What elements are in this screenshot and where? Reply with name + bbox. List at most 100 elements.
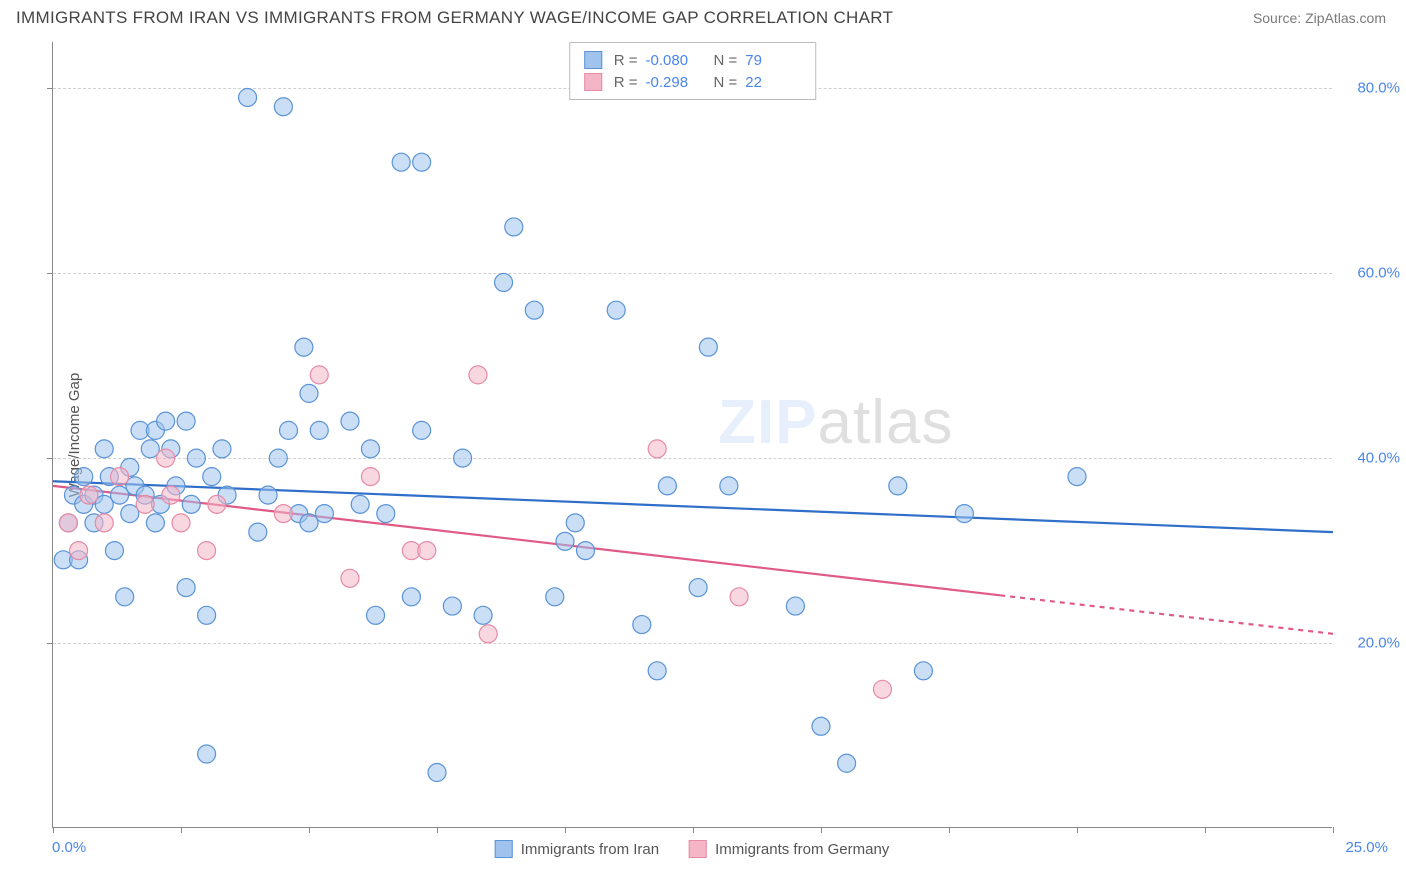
stats-legend: R = -0.080 N = 79 R = -0.298 N = 22 [569,42,817,100]
data-point-iran [280,421,298,439]
data-point-iran [474,606,492,624]
n-value-germany: 22 [745,74,801,91]
data-point-iran [428,764,446,782]
data-point-iran [556,532,574,550]
data-point-iran [198,745,216,763]
swatch-germany-icon [584,73,602,91]
data-point-germany [157,449,175,467]
data-point-iran [310,421,328,439]
data-point-germany [208,495,226,513]
data-point-germany [479,625,497,643]
data-point-iran [648,662,666,680]
swatch-germany-icon [689,840,707,858]
legend-item-iran: Immigrants from Iran [495,840,659,858]
data-point-iran [914,662,932,680]
data-point-iran [392,153,410,171]
data-point-iran [689,579,707,597]
data-point-iran [274,98,292,116]
r-value-iran: -0.080 [646,52,702,69]
data-point-iran [838,754,856,772]
data-point-germany [59,514,77,532]
data-point-iran [658,477,676,495]
x-axis-max-label: 25.0% [1345,839,1388,856]
data-point-iran [720,477,738,495]
stats-row-iran: R = -0.080 N = 79 [584,49,802,71]
data-point-iran [546,588,564,606]
data-point-iran [525,301,543,319]
data-point-iran [955,505,973,523]
chart-container: Wage/Income Gap ZIPatlas R = -0.080 N = … [52,42,1332,828]
data-point-iran [269,449,287,467]
data-point-iran [146,514,164,532]
data-point-iran [812,717,830,735]
data-point-iran [95,440,113,458]
data-point-iran [300,384,318,402]
data-point-iran [259,486,277,504]
x-axis-min-label: 0.0% [52,839,86,856]
data-point-iran [198,606,216,624]
plot-area: ZIPatlas R = -0.080 N = 79 R = -0.298 N … [52,42,1332,828]
data-point-iran [203,468,221,486]
data-point-iran [116,588,134,606]
data-point-iran [454,449,472,467]
data-point-iran [367,606,385,624]
legend-label-iran: Immigrants from Iran [521,841,659,858]
data-point-iran [361,440,379,458]
r-value-germany: -0.298 [646,74,702,91]
data-point-germany [873,680,891,698]
data-point-germany [136,495,154,513]
chart-title: IMMIGRANTS FROM IRAN VS IMMIGRANTS FROM … [16,8,893,28]
data-point-germany [469,366,487,384]
data-point-iran [75,468,93,486]
data-point-iran [187,449,205,467]
data-point-germany [418,542,436,560]
series-legend: Immigrants from Iran Immigrants from Ger… [495,840,890,858]
data-point-iran [495,273,513,291]
legend-item-germany: Immigrants from Germany [689,840,889,858]
y-tick-label: 40.0% [1340,450,1400,467]
data-point-iran [213,440,231,458]
data-point-iran [249,523,267,541]
data-point-iran [157,412,175,430]
data-point-iran [351,495,369,513]
data-point-iran [786,597,804,615]
data-point-iran [443,597,461,615]
data-point-germany [80,486,98,504]
y-tick-label: 80.0% [1340,80,1400,97]
data-point-germany [172,514,190,532]
data-point-germany [361,468,379,486]
data-point-germany [648,440,666,458]
legend-label-germany: Immigrants from Germany [715,841,889,858]
n-value-iran: 79 [745,52,801,69]
data-point-iran [239,88,257,106]
data-point-germany [162,486,180,504]
data-point-iran [889,477,907,495]
data-point-germany [310,366,328,384]
data-point-iran [402,588,420,606]
n-label: N = [714,74,738,91]
data-point-iran [576,542,594,560]
data-point-iran [377,505,395,523]
data-point-iran [633,616,651,634]
swatch-iran-icon [584,51,602,69]
data-point-iran [566,514,584,532]
data-point-germany [341,569,359,587]
data-point-iran [177,412,195,430]
y-tick-label: 60.0% [1340,265,1400,282]
data-point-iran [341,412,359,430]
swatch-iran-icon [495,840,513,858]
source-label: Source: ZipAtlas.com [1253,10,1386,26]
data-point-iran [295,338,313,356]
stats-row-germany: R = -0.298 N = 22 [584,71,802,93]
data-point-germany [198,542,216,560]
data-point-germany [111,468,129,486]
data-point-iran [413,421,431,439]
r-label: R = [614,52,638,69]
r-label: R = [614,74,638,91]
data-point-germany [274,505,292,523]
data-point-germany [730,588,748,606]
data-point-germany [95,514,113,532]
data-point-iran [413,153,431,171]
data-point-iran [105,542,123,560]
data-point-iran [607,301,625,319]
